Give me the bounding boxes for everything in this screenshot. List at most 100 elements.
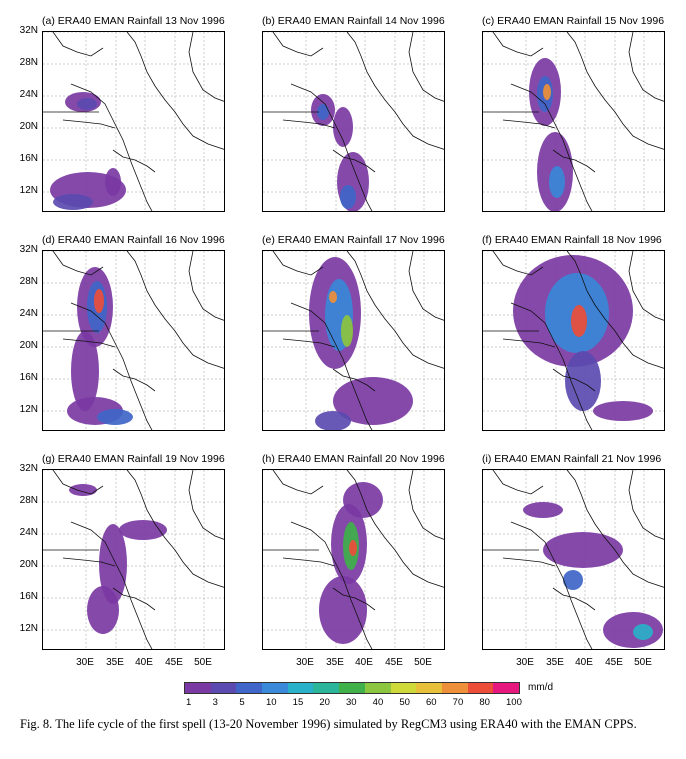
rainfall-contour bbox=[571, 305, 587, 337]
coastline bbox=[492, 32, 544, 57]
colorbar-swatch bbox=[364, 683, 391, 693]
map-svg-d bbox=[43, 251, 224, 430]
colorbar-swatch bbox=[416, 683, 442, 693]
coastline bbox=[628, 251, 664, 321]
rainfall-contour bbox=[97, 409, 133, 425]
colorbar-swatch bbox=[313, 683, 340, 693]
coastline bbox=[282, 119, 336, 129]
colorbar-tick-label: 10 bbox=[266, 697, 277, 708]
rainfall-contour bbox=[603, 612, 663, 648]
lon-label: 50E bbox=[414, 657, 432, 668]
rainfall-contour bbox=[119, 520, 167, 540]
colorbar-swatch bbox=[210, 683, 237, 693]
coastline bbox=[70, 83, 153, 211]
panel-title-i: (i) ERA40 EMAN Rainfall 21 Nov 1996 bbox=[482, 453, 662, 465]
lat-label: 16N bbox=[19, 153, 38, 164]
colorbar-swatch bbox=[441, 683, 468, 693]
figure-caption: Fig. 8. The life cycle of the first spel… bbox=[20, 717, 637, 731]
colorbar-tick-label: 70 bbox=[452, 697, 464, 708]
map-svg-b bbox=[263, 32, 444, 211]
rainfall-contour bbox=[593, 401, 653, 421]
rainfall-contour bbox=[349, 540, 357, 556]
lat-label: 12N bbox=[19, 185, 38, 196]
coastline bbox=[272, 251, 324, 276]
lat-label: 12N bbox=[19, 623, 38, 634]
colorbar-swatch bbox=[493, 683, 519, 693]
map-svg-c bbox=[483, 32, 664, 211]
rainfall-contour bbox=[543, 84, 551, 100]
rainfall-contour bbox=[319, 576, 367, 644]
rainfall-contour bbox=[315, 411, 351, 430]
colorbar-tick-label: 5 bbox=[239, 697, 245, 708]
coastline bbox=[492, 470, 544, 495]
coastline bbox=[502, 557, 556, 567]
rainfall-contour bbox=[69, 484, 97, 496]
coastline bbox=[502, 338, 556, 348]
lon-label: 30E bbox=[76, 657, 94, 668]
coastline bbox=[408, 251, 444, 321]
map-svg-e bbox=[263, 251, 444, 430]
lat-label: 32N bbox=[19, 25, 38, 36]
rainfall-contour bbox=[317, 104, 329, 120]
lon-label: 45E bbox=[385, 657, 403, 668]
panel-title-g: (g) ERA40 EMAN Rainfall 19 Nov 1996 bbox=[42, 453, 225, 465]
coastline bbox=[346, 32, 444, 150]
coastline bbox=[332, 149, 376, 173]
map-panel-f bbox=[482, 250, 665, 431]
lon-label: 35E bbox=[106, 657, 124, 668]
rainfall-contour bbox=[549, 166, 565, 198]
panel-title-h: (h) ERA40 EMAN Rainfall 20 Nov 1996 bbox=[262, 453, 445, 465]
colorbar-tick-label: 20 bbox=[319, 697, 330, 708]
coastline bbox=[188, 32, 224, 102]
rainfall-contour bbox=[565, 351, 601, 411]
lon-label: 30E bbox=[516, 657, 534, 668]
rainfall-contour bbox=[563, 570, 583, 590]
lat-label: 28N bbox=[19, 276, 38, 287]
coastline bbox=[70, 521, 153, 649]
lat-label: 24N bbox=[19, 527, 38, 538]
lat-label: 16N bbox=[19, 372, 38, 383]
coastline bbox=[112, 149, 156, 173]
lat-label: 24N bbox=[19, 308, 38, 319]
coastline bbox=[566, 251, 664, 369]
coastline bbox=[290, 521, 373, 649]
colorbar-tick-label: 50 bbox=[399, 697, 410, 708]
rainfall-contour bbox=[340, 185, 356, 209]
coastline bbox=[290, 302, 373, 430]
colorbar-swatch bbox=[262, 683, 288, 693]
coastline bbox=[510, 83, 593, 211]
coastline bbox=[52, 32, 104, 57]
map-svg-h bbox=[263, 470, 444, 649]
lat-label: 20N bbox=[19, 559, 38, 570]
colorbar-swatch bbox=[236, 683, 263, 693]
coastline bbox=[566, 32, 664, 150]
coastline bbox=[272, 32, 324, 57]
rainfall-contour bbox=[333, 377, 413, 425]
coastline bbox=[566, 470, 664, 588]
coastline bbox=[628, 32, 664, 102]
rainfall-contour bbox=[341, 315, 353, 347]
lon-label: 40E bbox=[355, 657, 373, 668]
rainfall-contour bbox=[333, 107, 353, 147]
map-panel-b bbox=[262, 31, 445, 212]
coastline bbox=[552, 368, 596, 392]
rainfall-contour bbox=[94, 289, 104, 313]
coastline bbox=[510, 302, 593, 430]
colorbar-tick-label: 15 bbox=[292, 697, 304, 708]
lat-label: 28N bbox=[19, 57, 38, 68]
map-svg-a bbox=[43, 32, 224, 211]
coastline bbox=[282, 557, 336, 567]
map-panel-i bbox=[482, 469, 665, 650]
coastline bbox=[332, 587, 376, 611]
coastline bbox=[332, 368, 376, 392]
colorbar-swatch bbox=[467, 683, 494, 693]
rainfall-contour bbox=[71, 331, 99, 411]
map-panel-c bbox=[482, 31, 665, 212]
colorbar-unit: mm/d bbox=[528, 682, 553, 693]
coastline bbox=[290, 83, 373, 211]
lon-label: 40E bbox=[135, 657, 153, 668]
panel-title-a: (a) ERA40 EMAN Rainfall 13 Nov 1996 bbox=[42, 15, 225, 27]
coastline bbox=[552, 587, 596, 611]
panel-title-b: (b) ERA40 EMAN Rainfall 14 Nov 1996 bbox=[262, 15, 445, 27]
lat-label: 12N bbox=[19, 404, 38, 415]
